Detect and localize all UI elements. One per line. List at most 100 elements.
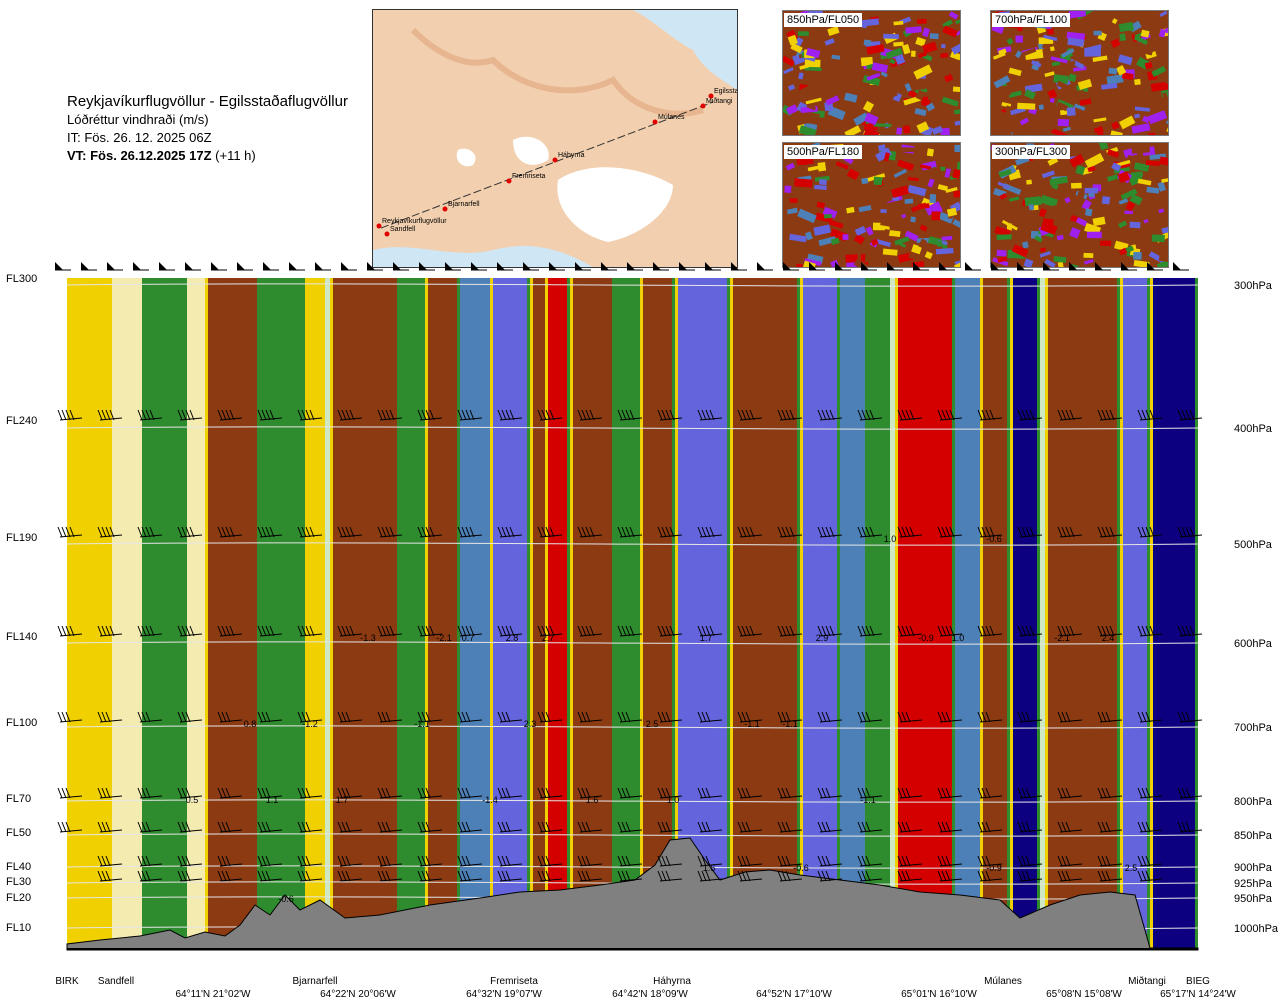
field-streak (1014, 50, 1023, 59)
barb-staff (859, 878, 883, 882)
thumbnail-field (991, 143, 1168, 267)
field-streak (951, 74, 958, 81)
barb-feather (617, 870, 623, 882)
wind-barb-top (575, 262, 591, 271)
wind-barb-top (133, 262, 149, 271)
field-streak (784, 185, 792, 194)
wind-barb (897, 855, 923, 867)
barb-staff (459, 633, 483, 637)
barb-feather (1177, 409, 1183, 421)
barb-feather (261, 821, 267, 833)
field-streak (1073, 103, 1086, 111)
wind-barb (57, 821, 83, 833)
barb-staff (1099, 534, 1123, 538)
barb-staff (499, 878, 523, 882)
barb-staff (419, 863, 443, 867)
velocity-band-edge (612, 278, 615, 950)
thumbnail-500hpa[interactable]: 500hPa/FL180 (782, 142, 961, 268)
barb-feather (1105, 711, 1111, 723)
field-streak (953, 108, 960, 115)
waypoint-dot (442, 206, 448, 212)
velocity-band-edge (1045, 278, 1048, 950)
field-streak (897, 159, 915, 171)
barb-feather (981, 870, 987, 882)
wind-barb (1137, 711, 1163, 723)
field-streak (862, 100, 875, 113)
barb-feather (1181, 526, 1187, 538)
barb-feather (777, 409, 783, 421)
field-streak (798, 125, 817, 135)
barb-feather (505, 526, 511, 538)
barb-feather (65, 821, 71, 833)
wind-barb (177, 711, 203, 723)
barb-staff (579, 795, 603, 799)
barb-feather (697, 526, 703, 538)
thumbnail-850hpa[interactable]: 850hPa/FL050 (782, 10, 961, 136)
barb-feather (97, 711, 103, 723)
velocity-band-edge (205, 278, 208, 950)
barb-feather (785, 821, 791, 833)
field-streak (880, 217, 895, 228)
barb-feather (501, 870, 507, 882)
coordinate-label: 65°01'N 16°10'W (901, 989, 977, 1000)
barb-staff (979, 795, 1003, 799)
field-streak (919, 164, 932, 170)
barb-feather (1145, 821, 1151, 833)
thumbnail-700hpa[interactable]: 700hPa/FL100 (990, 10, 1169, 136)
barb-feather (861, 787, 867, 799)
barb-feather (1109, 409, 1115, 421)
barb-feather (225, 526, 231, 538)
barb-feather (941, 870, 947, 882)
velocity-band-edge (1010, 278, 1013, 950)
barb-feather (945, 711, 951, 723)
barb-feather (305, 711, 311, 723)
wind-barb (337, 821, 363, 833)
barb-staff (139, 633, 163, 637)
barb-staff (939, 863, 963, 867)
waypoint-label: Háhyrna (653, 976, 691, 987)
wind-barb-top (419, 262, 435, 271)
barb-feather (1065, 409, 1071, 421)
wind-barb-top (341, 262, 357, 271)
barb-pennant (1173, 262, 1181, 270)
barb-feather (141, 870, 147, 882)
barb-feather (501, 787, 507, 799)
velocity-band-edge (727, 278, 730, 950)
barb-feather (789, 409, 795, 421)
barb-feather (661, 409, 667, 421)
barb-feather (657, 625, 663, 637)
field-streak (1046, 28, 1055, 35)
barb-feather (417, 870, 423, 882)
field-streak (853, 112, 870, 126)
field-streak (894, 236, 910, 246)
barb-feather (217, 821, 223, 833)
field-streak (918, 238, 927, 249)
wind-barb (1137, 870, 1163, 882)
barb-feather (345, 711, 351, 723)
field-streak (796, 263, 803, 267)
barb-feather (537, 711, 543, 723)
barb-feather (69, 409, 75, 421)
barb-pennant (1069, 262, 1077, 270)
barb-pennant (965, 262, 973, 270)
barb-feather (821, 409, 827, 421)
field-streak (864, 112, 879, 126)
barb-feather (385, 711, 391, 723)
field-streak (1064, 196, 1071, 204)
thumbnail-300hpa[interactable]: 300hPa/FL300 (990, 142, 1169, 268)
barb-feather (697, 855, 703, 867)
barb-feather (1061, 821, 1067, 833)
wind-barb (857, 855, 883, 867)
barb-staff (819, 417, 843, 421)
wind-barb (857, 526, 883, 538)
field-streak (790, 42, 803, 54)
wind-barb (577, 870, 603, 882)
wind-barb-top (887, 262, 903, 271)
barb-feather (1137, 855, 1143, 867)
value-label: 0.8 (244, 719, 257, 729)
barb-feather (221, 787, 227, 799)
barb-staff (179, 863, 203, 867)
barb-feather (185, 625, 191, 637)
barb-staff (1019, 829, 1043, 833)
field-streak (1118, 21, 1134, 33)
